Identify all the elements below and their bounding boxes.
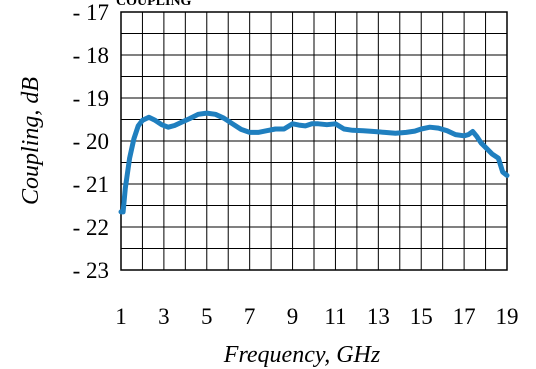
y-tick-label: - 19 bbox=[73, 86, 109, 111]
x-axis-label: Frequency, GHz bbox=[223, 342, 381, 368]
plot-frame bbox=[120, 11, 508, 271]
x-tick-label: 7 bbox=[244, 304, 256, 329]
y-tick-label: - 18 bbox=[73, 43, 109, 68]
y-tick-label: - 17 bbox=[73, 0, 109, 25]
x-tick-label: 15 bbox=[410, 304, 433, 329]
x-tick-label: 13 bbox=[367, 304, 390, 329]
y-tick-label: - 22 bbox=[73, 215, 109, 240]
coupling-series-line bbox=[118, 110, 510, 215]
grid-lines bbox=[121, 12, 507, 270]
x-tick-label: 11 bbox=[324, 304, 346, 329]
x-tick-label: 19 bbox=[496, 304, 519, 329]
x-tick-label: 5 bbox=[201, 304, 213, 329]
x-tick-labels: 1 3 5 7 9 11 13 15 17 19 bbox=[115, 304, 518, 329]
x-tick-label: 3 bbox=[158, 304, 170, 329]
x-tick-label: 9 bbox=[287, 304, 299, 329]
y-tick-label: - 20 bbox=[73, 129, 109, 154]
chart-title: COUPLING bbox=[116, 0, 192, 9]
y-axis-label: Coupling, dB bbox=[18, 77, 44, 205]
y-tick-label: - 23 bbox=[73, 258, 109, 283]
y-tick-labels: - 17 - 18 - 19 - 20 - 21 - 22 - 23 bbox=[73, 0, 109, 283]
x-tick-label: 17 bbox=[453, 304, 476, 329]
y-tick-label: - 21 bbox=[73, 172, 109, 197]
x-tick-label: 1 bbox=[115, 304, 127, 329]
